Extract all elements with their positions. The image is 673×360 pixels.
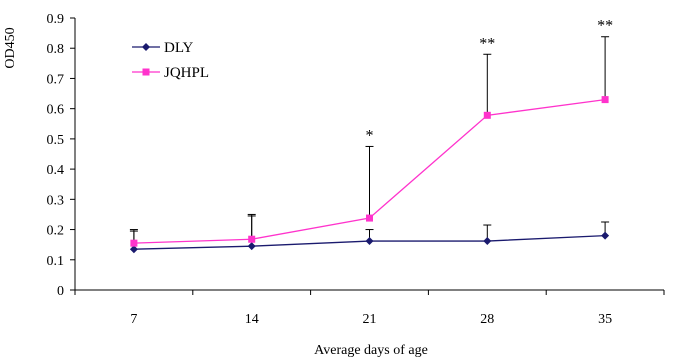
x-tick-label: 28 (480, 312, 494, 327)
series-markers (129, 96, 610, 254)
y-tick-label: 0.6 (47, 103, 65, 118)
data-point-square (601, 96, 609, 104)
significance-marker: * (366, 127, 374, 144)
legend-label-jqhpl: JQHPL (164, 65, 209, 81)
data-point-square (483, 111, 491, 119)
x-axis-title: Average days of age (314, 343, 428, 358)
data-point-diamond (142, 43, 150, 51)
x-tick-label: 7 (130, 312, 137, 327)
data-point-diamond (129, 245, 138, 254)
legend-label-dly: DLY (164, 40, 193, 56)
data-point-diamond (483, 237, 492, 246)
data-point-square (366, 214, 373, 222)
significance-annotations: ***** (366, 18, 614, 145)
x-tick-label: 14 (245, 312, 259, 327)
axes: 0 0.1 0.2 0.3 0.4 0.5 0.6 0.7 0.8 0.9 7 14 21 28 35 (47, 12, 665, 327)
y-tick-label: 0.1 (47, 254, 65, 269)
y-tick-label: 0.3 (47, 193, 65, 208)
significance-marker: ** (597, 18, 613, 35)
y-tick-label: 0.2 (47, 224, 65, 239)
data-point-square (130, 239, 138, 247)
significance-marker: ** (479, 35, 495, 52)
y-tick-label: 0.5 (47, 133, 65, 148)
data-point-diamond (601, 231, 610, 240)
data-point-diamond (365, 237, 374, 246)
x-tick-label: 35 (598, 312, 612, 327)
y-tick-label: 0.8 (47, 42, 65, 57)
legend: DLY JQHPL (132, 40, 209, 81)
data-point-diamond (247, 242, 256, 251)
data-point-square (248, 235, 256, 243)
y-tick-label: 0.9 (47, 12, 65, 27)
data-point-square (142, 68, 150, 76)
error-bars (129, 36, 610, 250)
y-tick-label: 0 (57, 284, 64, 299)
x-tick-label: 21 (363, 312, 377, 327)
y-axis-title: OD450 (3, 27, 18, 68)
y-tick-label: 0.7 (47, 72, 65, 87)
y-tick-label: 0.4 (47, 163, 65, 178)
